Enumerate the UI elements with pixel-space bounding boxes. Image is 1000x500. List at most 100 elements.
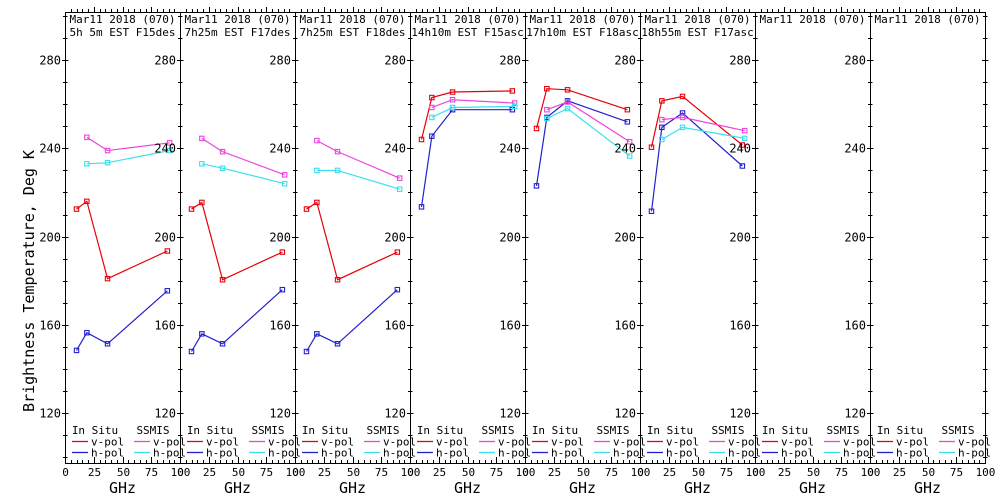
legend-header-ssmis: SSMIS [941, 424, 974, 437]
marker-insitu-h [164, 288, 171, 294]
y-tick-label: 240 [614, 142, 636, 156]
series-ssmis-v [546, 101, 630, 143]
marker-insitu-h [199, 331, 205, 337]
x-tick-label: 25 [88, 466, 101, 479]
panel-subtitle: 17h10m EST F18asc [526, 26, 639, 39]
legend-header-ssmis: SSMIS [596, 424, 629, 437]
legend-label: v-pol [436, 436, 469, 449]
legend-label: h-pol [728, 447, 761, 460]
panel-title: Mar11 2018 (070) [645, 13, 751, 26]
y-tick-label: 160 [614, 319, 636, 333]
marker-ssmis-h [659, 136, 665, 143]
legend-label: h-pol [843, 447, 876, 460]
y-tick-label: 280 [384, 54, 406, 68]
legend-label: h-pol [551, 447, 584, 460]
series-insitu-v [420, 90, 513, 140]
legend-label: v-pol [498, 436, 531, 449]
marker-insitu-v [449, 89, 456, 95]
x-tick-label: 25 [318, 466, 331, 479]
x-tick-label: 50 [692, 466, 705, 479]
panel-2: 120 160 200 240 280 0 25 50 75 100 Mar11 2018 (070… [154, 7, 305, 497]
y-tick-label: 120 [614, 407, 636, 421]
marker-ssmis-v [626, 138, 633, 145]
x-tick-label: 100 [746, 466, 766, 479]
marker-insitu-v [84, 198, 90, 205]
marker-insitu-h [303, 348, 310, 355]
y-tick-label: 240 [39, 142, 61, 156]
y-tick-label: 120 [39, 407, 61, 421]
legend-label: h-pol [206, 447, 239, 460]
y-tick-label: 280 [154, 54, 176, 68]
series-ssmis-h [86, 149, 170, 165]
marker-ssmis-v [219, 148, 226, 155]
y-axis-title: Brightness Temperature, Deg K [20, 150, 38, 412]
legend-header-ssmis: SSMIS [711, 424, 744, 437]
y-tick-label: 120 [269, 407, 291, 421]
y-tick-label: 120 [154, 407, 176, 421]
panel-frame [870, 12, 986, 464]
x-tick-label: 25 [433, 466, 446, 479]
marker-insitu-v [648, 144, 655, 150]
panel-6: 120 160 200 240 280 0 25 50 75 100 Mar11 2018 (070… [614, 7, 765, 497]
series-ssmis-v [201, 137, 285, 176]
marker-ssmis-h [219, 165, 226, 171]
x-tick-label: 25 [203, 466, 216, 479]
y-tick-label: 160 [499, 319, 521, 333]
marker-ssmis-h [511, 103, 518, 110]
marker-ssmis-v [84, 134, 90, 141]
x-tick-label: 50 [347, 466, 360, 479]
marker-ssmis-v [429, 104, 435, 111]
panel-subtitle: 7h25m EST F18des [300, 26, 406, 39]
y-tick-label: 120 [729, 407, 751, 421]
panel-1: 120 160 200 240 280 0 25 50 75 100 Mar11 2018 (070… [39, 7, 190, 497]
marker-insitu-v [739, 142, 746, 148]
y-tick-label: 160 [844, 319, 866, 333]
legend-label: v-pol [551, 436, 584, 449]
legend-header-insitu: In Situ [187, 424, 233, 437]
y-tick-label: 240 [844, 142, 866, 156]
marker-insitu-v [418, 136, 425, 143]
series-ssmis-h [431, 105, 515, 118]
panel-subtitle: 18h55m EST F17asc [641, 26, 754, 39]
panel-title: Mar11 2018 (070) [415, 13, 521, 26]
marker-ssmis-h [104, 159, 111, 166]
marker-ssmis-v [166, 140, 173, 146]
legend-label: v-pol [728, 436, 761, 449]
marker-ssmis-h [396, 186, 403, 192]
panel-subtitle: 7h25m EST F17des [185, 26, 291, 39]
panel-7: 120 160 200 240 280 0 25 50 75 100 Mar11 2018 (070… [729, 7, 880, 497]
marker-insitu-v [188, 206, 195, 212]
marker-insitu-v [533, 125, 540, 132]
x-tick-label: 75 [835, 466, 848, 479]
y-tick-label: 160 [39, 319, 61, 333]
legend-label: v-pol [153, 436, 186, 449]
y-tick-label: 280 [844, 54, 866, 68]
y-tick-label: 160 [729, 319, 751, 333]
y-tick-label: 160 [384, 319, 406, 333]
legend-header-insitu: In Situ [877, 424, 923, 437]
x-tick-label: 75 [145, 466, 158, 479]
x-tick-label: 100 [861, 466, 881, 479]
marker-insitu-h [219, 341, 226, 347]
legend-label: v-pol [896, 436, 929, 449]
x-tick-label: 100 [171, 466, 191, 479]
marker-ssmis-v [511, 100, 518, 106]
x-tick-label: 0 [522, 466, 529, 479]
x-tick-label: 0 [292, 466, 299, 479]
legend-header-ssmis: SSMIS [251, 424, 284, 437]
x-tick-label: 100 [286, 466, 306, 479]
marker-insitu-v [659, 98, 665, 104]
marker-ssmis-h [626, 153, 633, 159]
legend-label: v-pol [383, 436, 416, 449]
y-tick-label: 200 [384, 231, 406, 245]
marker-ssmis-v [199, 135, 205, 142]
marker-insitu-v [279, 249, 286, 255]
marker-ssmis-v [281, 172, 288, 178]
legend-label: h-pol [958, 447, 991, 460]
series-insitu-v [535, 88, 628, 129]
marker-insitu-h [279, 286, 286, 293]
